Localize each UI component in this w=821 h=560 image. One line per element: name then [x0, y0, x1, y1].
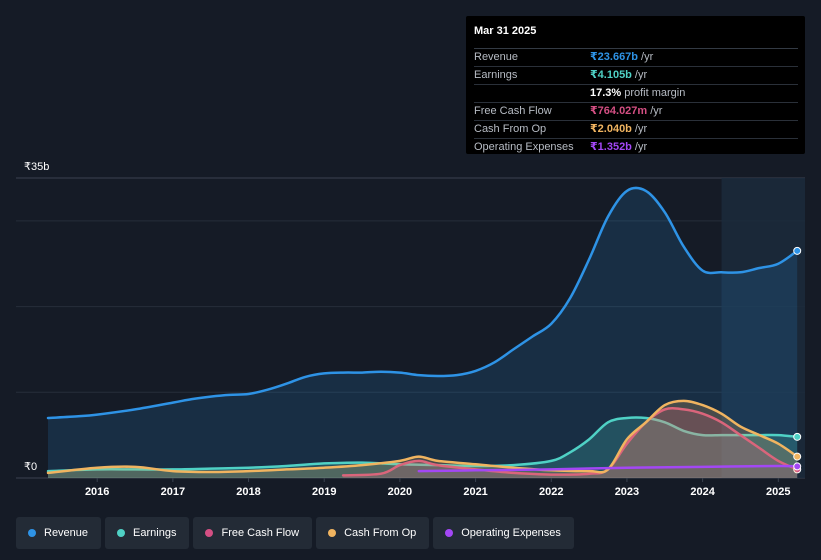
- tooltip-row: Cash From Op ₹2.040b/yr: [474, 121, 798, 139]
- tooltip-rows: Revenue ₹23.667b/yr Earnings ₹4.105b/yr 17.3…: [474, 49, 798, 156]
- legend-dot-icon: [205, 529, 214, 537]
- x-tick-label: 2016: [85, 486, 109, 498]
- x-tick-label: 2019: [312, 486, 336, 498]
- series-layer: [46, 186, 802, 479]
- tooltip-row-value: 17.3%: [590, 87, 622, 99]
- legend-label: Revenue: [44, 527, 89, 539]
- tooltip-row: Earnings ₹4.105b/yr: [474, 67, 798, 85]
- series-line-cash-from-op: [46, 399, 799, 475]
- tooltip-row-label: [474, 85, 590, 102]
- series-line-earnings: [46, 416, 799, 473]
- x-tick-label: 2025: [766, 486, 790, 498]
- tooltip-row-unit: profit margin: [624, 87, 686, 99]
- x-tick-label: 2017: [161, 486, 185, 498]
- series-line-revenue: [46, 186, 799, 420]
- legend-label: Operating Expenses: [461, 527, 561, 539]
- series-area-cash-from-op: [48, 400, 798, 478]
- tooltip-row-unit: /yr: [634, 141, 648, 153]
- tooltip-row-unit: /yr: [634, 69, 648, 81]
- series-area-free-cash-flow: [343, 408, 798, 478]
- legend-dot-icon: [328, 529, 337, 537]
- series-area-earnings: [48, 417, 798, 478]
- legend-dot-icon: [117, 529, 126, 537]
- x-tick-label: 2024: [690, 486, 715, 498]
- tooltip-row-value: ₹2.040b: [590, 123, 632, 135]
- legend-item-earnings[interactable]: Earnings: [105, 517, 190, 549]
- forecast-region: [721, 178, 805, 478]
- legend-dot-icon: [445, 529, 454, 537]
- tooltip-row: Operating Expenses ₹1.352b/yr: [474, 139, 798, 156]
- x-axis-ticks: 2016 2017 2018 2019 2020 2021 2022 2023 2024 2025: [85, 478, 791, 498]
- tooltip-row-unit: /yr: [650, 105, 663, 117]
- x-tick-label: 2023: [615, 486, 639, 498]
- tooltip-row-label: Earnings: [474, 69, 518, 81]
- data-tooltip: Mar 31 2025 Revenue ₹23.667b/yr Earnings ₹4…: [466, 16, 805, 154]
- legend-dot-icon: [28, 529, 36, 537]
- legend-label: Free Cash Flow: [221, 527, 300, 539]
- tooltip-row: 17.3% profit margin: [474, 85, 798, 103]
- tooltip-row: Free Cash Flow ₹764.027m/yr: [474, 103, 798, 121]
- y-axis-bottom-label: ₹0: [24, 461, 37, 473]
- legend-item-cash-from-op[interactable]: Cash From Op: [316, 517, 430, 549]
- tooltip-row-value: ₹764.027m: [590, 105, 648, 117]
- tooltip-row-unit: /yr: [634, 123, 648, 135]
- legend-item-free-cash-flow[interactable]: Free Cash Flow: [193, 517, 313, 549]
- grid-lines: [16, 177, 805, 479]
- chart-legend: Revenue Earnings Free Cash Flow Cash From O…: [16, 517, 578, 549]
- tooltip-row-label: Operating Expenses: [474, 141, 574, 153]
- tooltip-date: Mar 31 2025: [474, 24, 798, 49]
- tooltip-row: Revenue ₹23.667b/yr: [474, 49, 798, 67]
- series-end-point-revenue: [793, 246, 802, 255]
- y-axis-top-label: ₹35b: [24, 161, 49, 173]
- tooltip-row-value: ₹23.667b: [590, 51, 639, 63]
- series-end-point-cash-from-op: [793, 452, 802, 461]
- tooltip-row-label: Free Cash Flow: [474, 105, 552, 117]
- series-line-operating-expenses: [417, 464, 799, 473]
- tooltip-row-label: Cash From Op: [474, 123, 547, 135]
- x-tick-label: 2022: [539, 486, 563, 498]
- tooltip-row-value: ₹4.105b: [590, 69, 632, 81]
- legend-label: Earnings: [133, 527, 177, 539]
- x-tick-label: 2021: [463, 486, 487, 498]
- legend-item-operating-expenses[interactable]: Operating Expenses: [433, 517, 574, 549]
- series-end-point-operating-expenses: [793, 462, 802, 471]
- tooltip-row-unit: /yr: [641, 51, 654, 63]
- series-area-revenue: [48, 187, 798, 479]
- legend-label: Cash From Op: [344, 527, 417, 539]
- x-tick-label: 2018: [236, 486, 260, 498]
- x-tick-label: 2020: [388, 486, 412, 498]
- legend-item-revenue[interactable]: Revenue: [16, 517, 102, 549]
- tooltip-row-value: ₹1.352b: [590, 141, 632, 153]
- chart-plot: 2016 2017 2018 2019 2020 2021 2022 2023 2024 2025…: [16, 161, 805, 498]
- series-end-point-earnings: [793, 432, 802, 441]
- tooltip-row-label: Revenue: [474, 51, 519, 63]
